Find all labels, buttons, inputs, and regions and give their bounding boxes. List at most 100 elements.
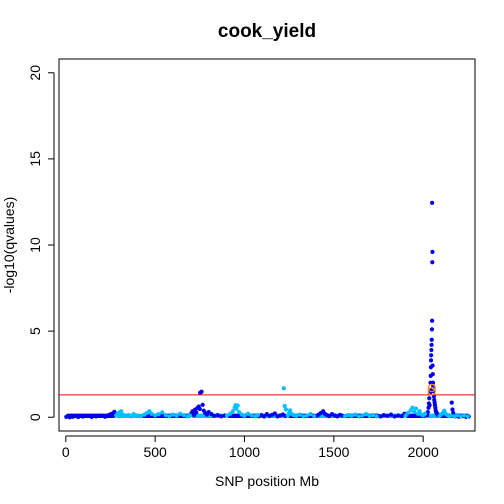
highlighted-point (427, 383, 436, 393)
data-point (304, 413, 310, 418)
data-point (360, 413, 365, 418)
data-point (178, 411, 183, 416)
data-point (410, 405, 415, 410)
data-point (287, 408, 293, 413)
data-point (399, 414, 404, 419)
y-axis: 0 5 10 15 20 (27, 65, 55, 421)
data-point (374, 414, 379, 419)
data-point (430, 200, 435, 205)
x-tick-label: 0 (62, 444, 70, 460)
data-point (149, 411, 154, 416)
data-point (237, 409, 242, 415)
data-point (235, 403, 240, 408)
data-point (119, 409, 124, 414)
data-point (392, 414, 397, 419)
x-axis: 0 500 1000 1500 2000 (62, 435, 439, 460)
data-points (64, 200, 471, 420)
y-tick-label: 20 (27, 65, 43, 81)
data-point (462, 413, 467, 418)
data-point (103, 414, 108, 419)
data-point (429, 342, 434, 347)
data-point (174, 413, 179, 418)
data-point (194, 410, 199, 415)
data-point (405, 410, 411, 416)
data-point (283, 407, 289, 412)
chart-title: cook_yield (218, 21, 316, 42)
x-tick-label: 500 (143, 444, 167, 460)
y-tick-label: 5 (27, 327, 43, 335)
y-tick-label: 10 (27, 237, 43, 253)
data-point (430, 318, 435, 323)
data-point (89, 414, 94, 419)
y-tick-label: 15 (27, 151, 43, 167)
data-point (112, 409, 117, 414)
data-point (431, 394, 437, 399)
data-point (85, 413, 90, 418)
data-point (430, 363, 435, 368)
data-point (212, 413, 217, 418)
data-point (450, 407, 455, 412)
data-point (381, 413, 386, 418)
data-point (429, 327, 435, 332)
data-point (455, 413, 460, 418)
data-point (429, 337, 434, 342)
data-point (422, 411, 428, 416)
data-point (262, 414, 267, 419)
data-point (281, 386, 286, 391)
data-point (294, 413, 299, 418)
y-tick-label: 0 (27, 413, 43, 421)
x-tick-label: 1000 (229, 444, 260, 460)
y-axis-label: -log10(qvalues) (1, 197, 17, 294)
x-axis-label: SNP position Mb (215, 473, 319, 489)
data-point (297, 412, 302, 417)
data-point (160, 410, 165, 415)
data-point (94, 414, 99, 419)
data-point (427, 396, 432, 401)
data-point (163, 413, 168, 418)
data-point (429, 353, 434, 358)
data-point (465, 414, 470, 419)
data-point (385, 413, 390, 418)
data-point (353, 412, 358, 417)
data-point (200, 402, 205, 407)
data-point (396, 413, 401, 418)
data-point (224, 413, 230, 418)
data-point (428, 358, 434, 363)
data-point (388, 412, 394, 417)
data-point (349, 413, 354, 418)
data-point (242, 413, 247, 418)
data-point (371, 413, 376, 418)
data-point (346, 413, 351, 418)
data-point (167, 414, 172, 419)
data-point (342, 414, 348, 419)
data-point (170, 412, 176, 417)
data-point (412, 409, 417, 415)
x-tick-label: 2000 (408, 444, 439, 460)
data-point (98, 413, 103, 418)
data-point (215, 413, 220, 418)
data-point (181, 413, 186, 418)
highlighted-point (427, 387, 436, 396)
data-point (255, 413, 260, 418)
data-point (430, 260, 435, 265)
data-point (139, 413, 144, 418)
data-point (430, 372, 435, 377)
plot-frame (58, 58, 476, 432)
data-point (282, 403, 287, 409)
data-point (272, 411, 277, 416)
data-point (197, 406, 202, 412)
data-point (301, 414, 306, 419)
data-point (367, 413, 372, 418)
data-point (219, 414, 224, 419)
data-point (156, 412, 161, 417)
data-point (378, 414, 383, 419)
data-point (249, 413, 254, 418)
data-point (199, 389, 204, 394)
data-point (72, 414, 78, 419)
data-point (429, 347, 434, 353)
data-point (245, 411, 251, 416)
data-point (356, 414, 361, 419)
data-point (363, 412, 369, 417)
